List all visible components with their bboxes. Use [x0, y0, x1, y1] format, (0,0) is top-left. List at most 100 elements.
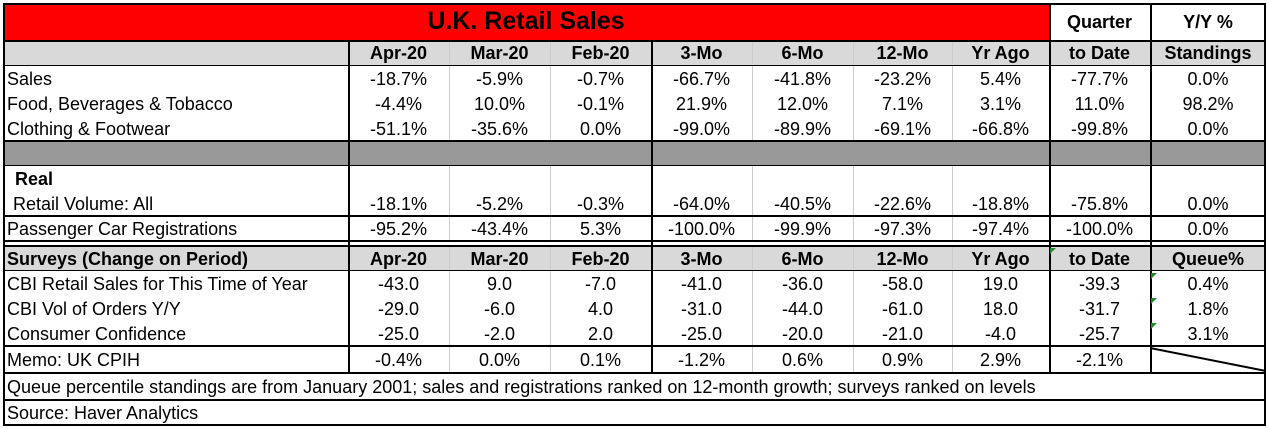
table-cell: 3.1%: [1187, 323, 1229, 344]
table-cell: -77.7%: [1070, 68, 1129, 89]
table-cell: -41.0: [680, 273, 723, 294]
table-cell: -99.0%: [672, 118, 731, 139]
grid-line: [853, 166, 854, 241]
surveys-column-header: to Date: [1068, 248, 1130, 269]
border-bottom: [3, 424, 1266, 426]
border-memo: [3, 345, 1266, 347]
grid-line: [952, 40, 953, 141]
separator-band: [3, 141, 1266, 166]
table-cell: -18.7%: [369, 68, 428, 89]
table-cell: 9.0: [486, 273, 513, 294]
table-cell: 5.3%: [579, 218, 622, 239]
border-surveys: [3, 270, 1266, 271]
border-group: [651, 40, 653, 373]
row-label: Clothing & Footwear: [7, 118, 171, 139]
footnote: Queue percentile standings are from Janu…: [7, 376, 1036, 397]
memo-empty-diagonal: [1150, 347, 1266, 372]
border-band-top: [3, 140, 1266, 142]
table-cell: -18.1%: [369, 193, 428, 214]
table-cell: -31.0: [680, 298, 723, 319]
border-right: [1264, 3, 1266, 426]
surveys-column-header: 12-Mo: [876, 248, 929, 269]
table-cell: 0.0%: [1187, 118, 1229, 139]
border-real: [3, 215, 1266, 217]
table-cell: 0.1%: [579, 349, 622, 370]
border-surveys-top: [3, 245, 1266, 247]
surveys-column-header: 3-Mo: [680, 248, 723, 269]
table-cell: -39.3: [1078, 273, 1121, 294]
grid-line: [550, 246, 551, 373]
table-cell: 0.0%: [1187, 193, 1229, 214]
table-cell: -2.1%: [1075, 349, 1124, 370]
grid-line: [853, 246, 854, 373]
table-cell: -40.5%: [773, 193, 832, 214]
column-header: Feb-20: [571, 43, 630, 63]
column-header: Apr-20: [369, 43, 427, 63]
table-cell: -100.0%: [1065, 218, 1134, 239]
border-car: [3, 240, 1266, 242]
table-cell: 3.1%: [979, 93, 1022, 114]
table-cell: -4.4%: [374, 93, 423, 114]
row-label: CBI Retail Sales for This Time of Year: [7, 273, 308, 294]
column-header: Standings: [1164, 43, 1252, 63]
table-cell: -61.0: [881, 298, 924, 319]
table-cell: 21.9%: [675, 93, 728, 114]
surveys-column-header: Yr Ago: [971, 248, 1030, 269]
column-header: Mar-20: [470, 43, 529, 63]
title-background: [3, 3, 1049, 40]
column-header: 12-Mo: [876, 43, 929, 63]
table-cell: 0.0%: [1187, 218, 1229, 239]
row-label: CBI Vol of Orders Y/Y: [7, 298, 181, 319]
table-cell: 7.1%: [881, 93, 924, 114]
table-cell: -58.0: [881, 273, 924, 294]
grid-line: [952, 246, 953, 373]
table-cell: -75.8%: [1070, 193, 1129, 214]
column-header: Yr Ago: [971, 43, 1030, 63]
indicator-flag-icon: [1151, 298, 1157, 304]
table-cell: -43.4%: [470, 218, 529, 239]
table-cell: 18.0: [982, 298, 1019, 319]
table-cell: -29.0: [377, 298, 420, 319]
indicator-flag-icon: [1050, 248, 1056, 254]
table-cell: 2.9%: [979, 349, 1022, 370]
table-cell: -97.3%: [873, 218, 932, 239]
table-cell: -36.0: [781, 273, 824, 294]
table-cell: 0.9%: [881, 349, 924, 370]
table-cell: -18.8%: [971, 193, 1030, 214]
table-cell: 98.2%: [1182, 93, 1234, 114]
surveys-header-label: Surveys (Change on Period): [7, 248, 249, 269]
section-label-real: Real: [15, 168, 54, 189]
row-label: Retail Volume: All: [13, 193, 154, 214]
table-cell: -0.1%: [576, 93, 625, 114]
header-yy: Y/Y %: [1183, 11, 1233, 32]
header-quarter: Quarter: [1066, 11, 1133, 32]
table-cell: -25.0: [377, 323, 420, 344]
grid-line: [853, 40, 854, 141]
grid-line: [550, 166, 551, 241]
grid-line: [752, 40, 753, 141]
table-cell: -66.7%: [672, 68, 731, 89]
surveys-column-header: 6-Mo: [781, 248, 824, 269]
border-header: [3, 65, 1266, 66]
table-cell: -7.0: [584, 273, 617, 294]
column-header: 3-Mo: [680, 43, 723, 63]
row-label: Passenger Car Registrations: [7, 218, 238, 239]
table-cell: 12.0%: [776, 93, 829, 114]
table-cell: -97.4%: [971, 218, 1030, 239]
column-header: to Date: [1068, 43, 1130, 63]
table-cell: -22.6%: [873, 193, 932, 214]
table-cell: -99.8%: [1070, 118, 1129, 139]
table-cell: -25.0: [680, 323, 723, 344]
indicator-flag-icon: [1151, 323, 1157, 329]
table-cell: -43.0: [377, 273, 420, 294]
table-cell: 0.0%: [579, 118, 622, 139]
table-cell: -0.3%: [576, 193, 625, 214]
grid-line: [752, 246, 753, 373]
source: Source: Haver Analytics: [7, 403, 199, 423]
table-cell: 10.0%: [473, 93, 526, 114]
table-cell: -0.4%: [374, 349, 423, 370]
table-cell: 19.0: [982, 273, 1019, 294]
border-column: [1150, 3, 1152, 373]
surveys-column-header: Feb-20: [571, 248, 630, 269]
table-cell: -100.0%: [667, 218, 736, 239]
